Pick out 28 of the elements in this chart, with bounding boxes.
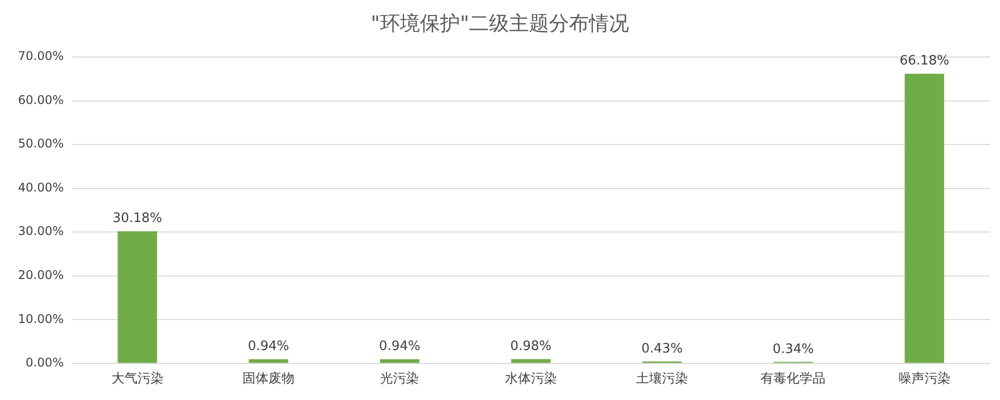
data-label: 0.98% <box>510 338 552 354</box>
y-tick-label: 10.00% <box>18 312 64 326</box>
bar <box>380 359 420 363</box>
y-tick-label: 70.00% <box>18 49 64 64</box>
x-tick-label: 大气污染 <box>111 372 164 387</box>
y-tick-label: 40.00% <box>18 180 64 194</box>
y-tick-label: 20.00% <box>18 268 64 282</box>
x-tick-label: 水体污染 <box>504 372 557 387</box>
bar <box>118 231 158 363</box>
data-label: 0.43% <box>641 341 683 356</box>
data-label: 66.18% <box>900 54 950 69</box>
data-label: 0.34% <box>772 342 814 357</box>
data-label: 30.18% <box>112 211 162 226</box>
x-tick-label: 有毒化学品 <box>760 372 826 387</box>
y-tick-label: 60.00% <box>18 92 64 107</box>
x-tick-label: 噪声污染 <box>898 372 950 387</box>
bar <box>511 359 551 363</box>
x-tick-label: 光污染 <box>380 372 420 387</box>
bar <box>904 74 944 363</box>
x-tick-label: 固体废物 <box>242 372 295 387</box>
data-label: 0.94% <box>379 339 420 354</box>
y-tick-label: 30.00% <box>18 224 64 238</box>
y-tick-label: 0.00% <box>26 356 64 370</box>
bar <box>248 359 288 363</box>
data-label: 0.94% <box>248 339 290 354</box>
y-tick-label: 50.00% <box>18 136 64 151</box>
chart-title: "环境保护"二级主题分布情况 <box>370 11 630 36</box>
x-tick-label: 土壤污染 <box>636 372 688 387</box>
